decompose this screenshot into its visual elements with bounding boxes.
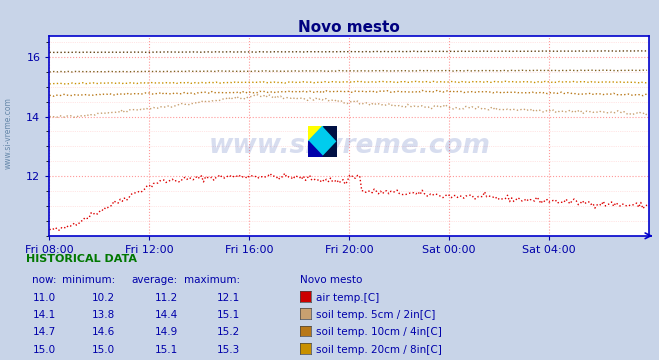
Text: soil temp. 10cm / 4in[C]: soil temp. 10cm / 4in[C]: [316, 327, 442, 337]
Text: 14.7: 14.7: [33, 327, 56, 337]
Text: average:: average:: [132, 275, 178, 285]
Text: 15.0: 15.0: [92, 345, 115, 355]
Title: Novo mesto: Novo mesto: [299, 20, 400, 35]
Text: 14.6: 14.6: [92, 327, 115, 337]
Polygon shape: [308, 126, 337, 157]
Text: Novo mesto: Novo mesto: [300, 275, 362, 285]
Text: 10.2: 10.2: [92, 293, 115, 303]
Text: minimum:: minimum:: [62, 275, 115, 285]
Text: now:: now:: [32, 275, 56, 285]
Text: 15.3: 15.3: [217, 345, 241, 355]
Text: 11.2: 11.2: [155, 293, 178, 303]
Text: 15.2: 15.2: [217, 327, 241, 337]
Text: 13.8: 13.8: [92, 310, 115, 320]
Text: soil temp. 5cm / 2in[C]: soil temp. 5cm / 2in[C]: [316, 310, 436, 320]
Text: maximum:: maximum:: [185, 275, 241, 285]
Text: soil temp. 20cm / 8in[C]: soil temp. 20cm / 8in[C]: [316, 345, 442, 355]
Text: 15.1: 15.1: [217, 310, 241, 320]
Text: www.si-vreme.com: www.si-vreme.com: [3, 97, 13, 169]
Text: 14.9: 14.9: [155, 327, 178, 337]
Polygon shape: [308, 141, 323, 157]
Polygon shape: [308, 126, 323, 141]
Text: 12.1: 12.1: [217, 293, 241, 303]
Text: 15.1: 15.1: [155, 345, 178, 355]
Polygon shape: [323, 141, 337, 157]
Polygon shape: [323, 126, 337, 141]
Text: www.si-vreme.com: www.si-vreme.com: [208, 133, 490, 159]
Text: 11.0: 11.0: [33, 293, 56, 303]
Text: 15.0: 15.0: [33, 345, 56, 355]
Text: 14.1: 14.1: [33, 310, 56, 320]
Text: HISTORICAL DATA: HISTORICAL DATA: [26, 254, 137, 264]
Text: 14.4: 14.4: [155, 310, 178, 320]
Text: air temp.[C]: air temp.[C]: [316, 293, 380, 303]
